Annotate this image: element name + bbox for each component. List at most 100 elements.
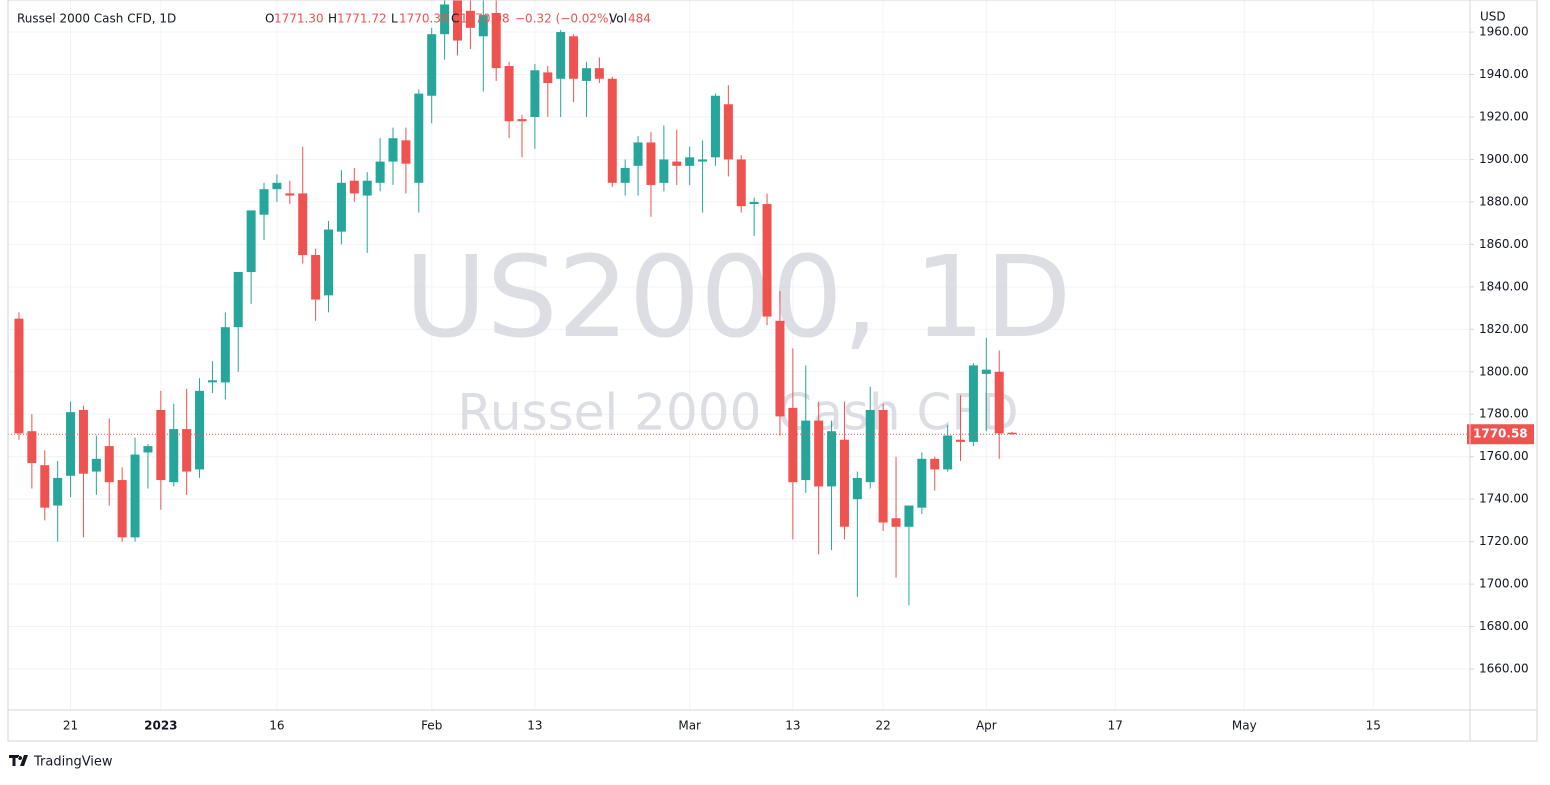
symbol-title[interactable]: Russel 2000 Cash CFD, 1D xyxy=(17,12,176,26)
x-tick-label: 2023 xyxy=(144,719,177,733)
candle-body xyxy=(40,465,50,508)
candle-body xyxy=(169,429,179,483)
y-tick-label: 1880.00 xyxy=(1479,194,1529,208)
candle-body xyxy=(259,189,269,215)
candle-body xyxy=(556,32,566,79)
candle-body xyxy=(349,180,359,194)
candle-body xyxy=(646,142,656,185)
y-tick-label: 1920.00 xyxy=(1479,109,1529,123)
candle-body xyxy=(375,161,385,183)
candle-body xyxy=(607,78,617,183)
y-tick-label: 1660.00 xyxy=(1479,662,1529,676)
brand[interactable]: TradingView xyxy=(9,755,113,770)
candle-body xyxy=(452,0,462,41)
x-tick-label: 13 xyxy=(527,719,542,733)
candle-body xyxy=(698,159,708,162)
candle-body xyxy=(891,518,901,527)
candle-body xyxy=(427,34,437,96)
currency-label: USD xyxy=(1480,10,1506,24)
candle-body xyxy=(465,10,475,28)
candle-body xyxy=(710,95,720,158)
x-tick-label: 21 xyxy=(63,719,78,733)
candle-body xyxy=(878,409,888,523)
volume-label: Vol xyxy=(609,12,627,26)
last-price-label: 1770.58 xyxy=(1473,427,1528,441)
x-tick-label: Feb xyxy=(421,719,442,733)
candle-body xyxy=(594,68,604,79)
candle-body xyxy=(827,431,837,487)
candle-body xyxy=(543,72,553,84)
candle-body xyxy=(530,70,540,117)
candle-body xyxy=(388,138,398,162)
candle-body xyxy=(246,210,256,272)
y-tick-label: 1960.00 xyxy=(1479,25,1529,39)
candle-body xyxy=(852,477,862,500)
x-tick-label: May xyxy=(1232,719,1257,733)
candle-body xyxy=(801,420,811,481)
candle-body xyxy=(27,431,37,464)
candle-body xyxy=(233,271,243,328)
candle-body xyxy=(78,409,88,474)
candle-body xyxy=(272,182,282,190)
candle-body xyxy=(53,477,63,506)
candle-body xyxy=(517,119,527,122)
y-tick-label: 1720.00 xyxy=(1479,534,1529,548)
candle-body xyxy=(66,412,76,476)
candle-body xyxy=(814,420,824,487)
y-tick-label: 1820.00 xyxy=(1479,322,1529,336)
watermark-description: Russel 2000 Cash CFD xyxy=(457,384,1018,442)
candle-body xyxy=(14,318,24,434)
brand-name[interactable]: TradingView xyxy=(33,755,113,770)
candle-body xyxy=(298,193,308,255)
x-tick-label: 13 xyxy=(785,719,800,733)
y-tick-label: 1700.00 xyxy=(1479,577,1529,591)
x-tick-label: 17 xyxy=(1108,719,1123,733)
high-value: 1771.72 xyxy=(337,12,387,26)
frame xyxy=(7,0,1538,742)
candle-body xyxy=(930,458,940,470)
candle-body xyxy=(749,201,759,205)
candle-body xyxy=(633,142,643,166)
candle-body xyxy=(504,66,514,122)
y-tick-label: 1940.00 xyxy=(1479,67,1529,81)
candle-body xyxy=(762,204,772,317)
y-tick-label: 1840.00 xyxy=(1479,279,1529,293)
x-tick-label: Mar xyxy=(678,719,701,733)
candle-body xyxy=(401,140,411,164)
candle-body xyxy=(968,365,978,442)
y-tick-label: 1800.00 xyxy=(1479,364,1529,378)
candle-body xyxy=(478,15,488,37)
plot xyxy=(8,0,1470,606)
candle-body xyxy=(440,4,450,35)
open-value: 1771.30 xyxy=(274,12,324,26)
candle-body xyxy=(788,407,798,483)
candle-body xyxy=(414,93,424,183)
x-tick-label: 22 xyxy=(875,719,890,733)
open-label: O xyxy=(265,12,274,26)
legend-header[interactable]: Russel 2000 Cash CFD, 1D O 1771.30 H 177… xyxy=(17,12,651,26)
candle-body xyxy=(620,167,630,183)
last-price-tag xyxy=(1467,424,1534,445)
candle-body xyxy=(659,159,669,183)
y-tick-label: 1900.00 xyxy=(1479,152,1529,166)
candle-body xyxy=(569,36,579,79)
y-tick-label: 1760.00 xyxy=(1479,449,1529,463)
close-label: C xyxy=(451,12,459,26)
change-value: −0.32 (−0.02%) xyxy=(515,12,613,26)
y-tick-label: 1740.00 xyxy=(1479,492,1529,506)
candle-body xyxy=(994,371,1004,434)
candle-body xyxy=(324,229,334,296)
volume-value: 484 xyxy=(628,12,651,26)
brand-logo[interactable] xyxy=(9,755,28,766)
axes: 1660.00 1680.00 1700.00 1720.00 1740.00 1760.… xyxy=(63,25,1534,733)
x-tick-label: Apr xyxy=(976,719,997,733)
candle-body xyxy=(865,409,875,483)
candle-body xyxy=(1007,432,1017,435)
candle-body xyxy=(311,254,321,300)
candle-body xyxy=(943,435,953,470)
candle-body xyxy=(91,458,101,472)
watermark-symbol: US2000, 1D xyxy=(405,233,1072,363)
close-value: 1770.98 xyxy=(460,12,510,26)
candle-body xyxy=(775,320,785,417)
